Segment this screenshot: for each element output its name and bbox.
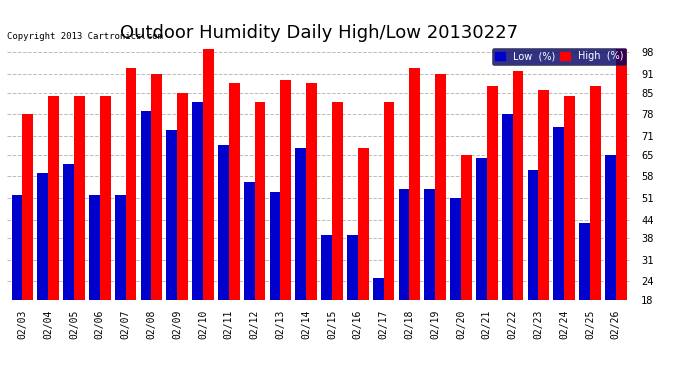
Bar <box>48 96 59 300</box>
Bar <box>151 74 162 300</box>
Bar <box>270 192 280 300</box>
Bar <box>590 87 601 300</box>
Bar <box>502 114 513 300</box>
Bar <box>332 102 343 300</box>
Bar <box>193 102 203 300</box>
Text: Copyright 2013 Cartronics.com: Copyright 2013 Cartronics.com <box>7 32 163 40</box>
Bar <box>12 195 22 300</box>
Bar <box>384 102 395 300</box>
Bar <box>22 114 33 300</box>
Bar <box>399 189 409 300</box>
Bar <box>63 164 74 300</box>
Bar <box>358 148 368 300</box>
Bar <box>166 130 177 300</box>
Bar <box>564 96 575 300</box>
Bar <box>306 83 317 300</box>
Bar <box>579 223 590 300</box>
Bar <box>100 96 110 300</box>
Title: Outdoor Humidity Daily High/Low 20130227: Outdoor Humidity Daily High/Low 20130227 <box>120 24 518 42</box>
Bar <box>255 102 266 300</box>
Bar <box>295 148 306 300</box>
Bar <box>321 235 332 300</box>
Legend: Low  (%), High  (%): Low (%), High (%) <box>492 48 627 65</box>
Bar <box>126 68 137 300</box>
Bar <box>74 96 85 300</box>
Bar <box>424 189 435 300</box>
Bar <box>450 198 461 300</box>
Bar <box>89 195 100 300</box>
Bar <box>229 83 239 300</box>
Bar <box>487 87 497 300</box>
Bar <box>218 145 229 300</box>
Bar <box>605 154 616 300</box>
Bar <box>538 90 549 300</box>
Bar <box>37 173 48 300</box>
Bar <box>409 68 420 300</box>
Bar <box>553 127 564 300</box>
Bar <box>244 182 255 300</box>
Bar <box>347 235 358 300</box>
Bar <box>513 71 524 300</box>
Bar <box>461 154 472 300</box>
Bar <box>528 170 538 300</box>
Bar <box>476 158 487 300</box>
Bar <box>177 93 188 300</box>
Bar <box>435 74 446 300</box>
Bar <box>203 50 214 300</box>
Bar <box>141 111 151 300</box>
Bar <box>616 50 627 300</box>
Bar <box>115 195 126 300</box>
Bar <box>280 80 291 300</box>
Bar <box>373 278 384 300</box>
